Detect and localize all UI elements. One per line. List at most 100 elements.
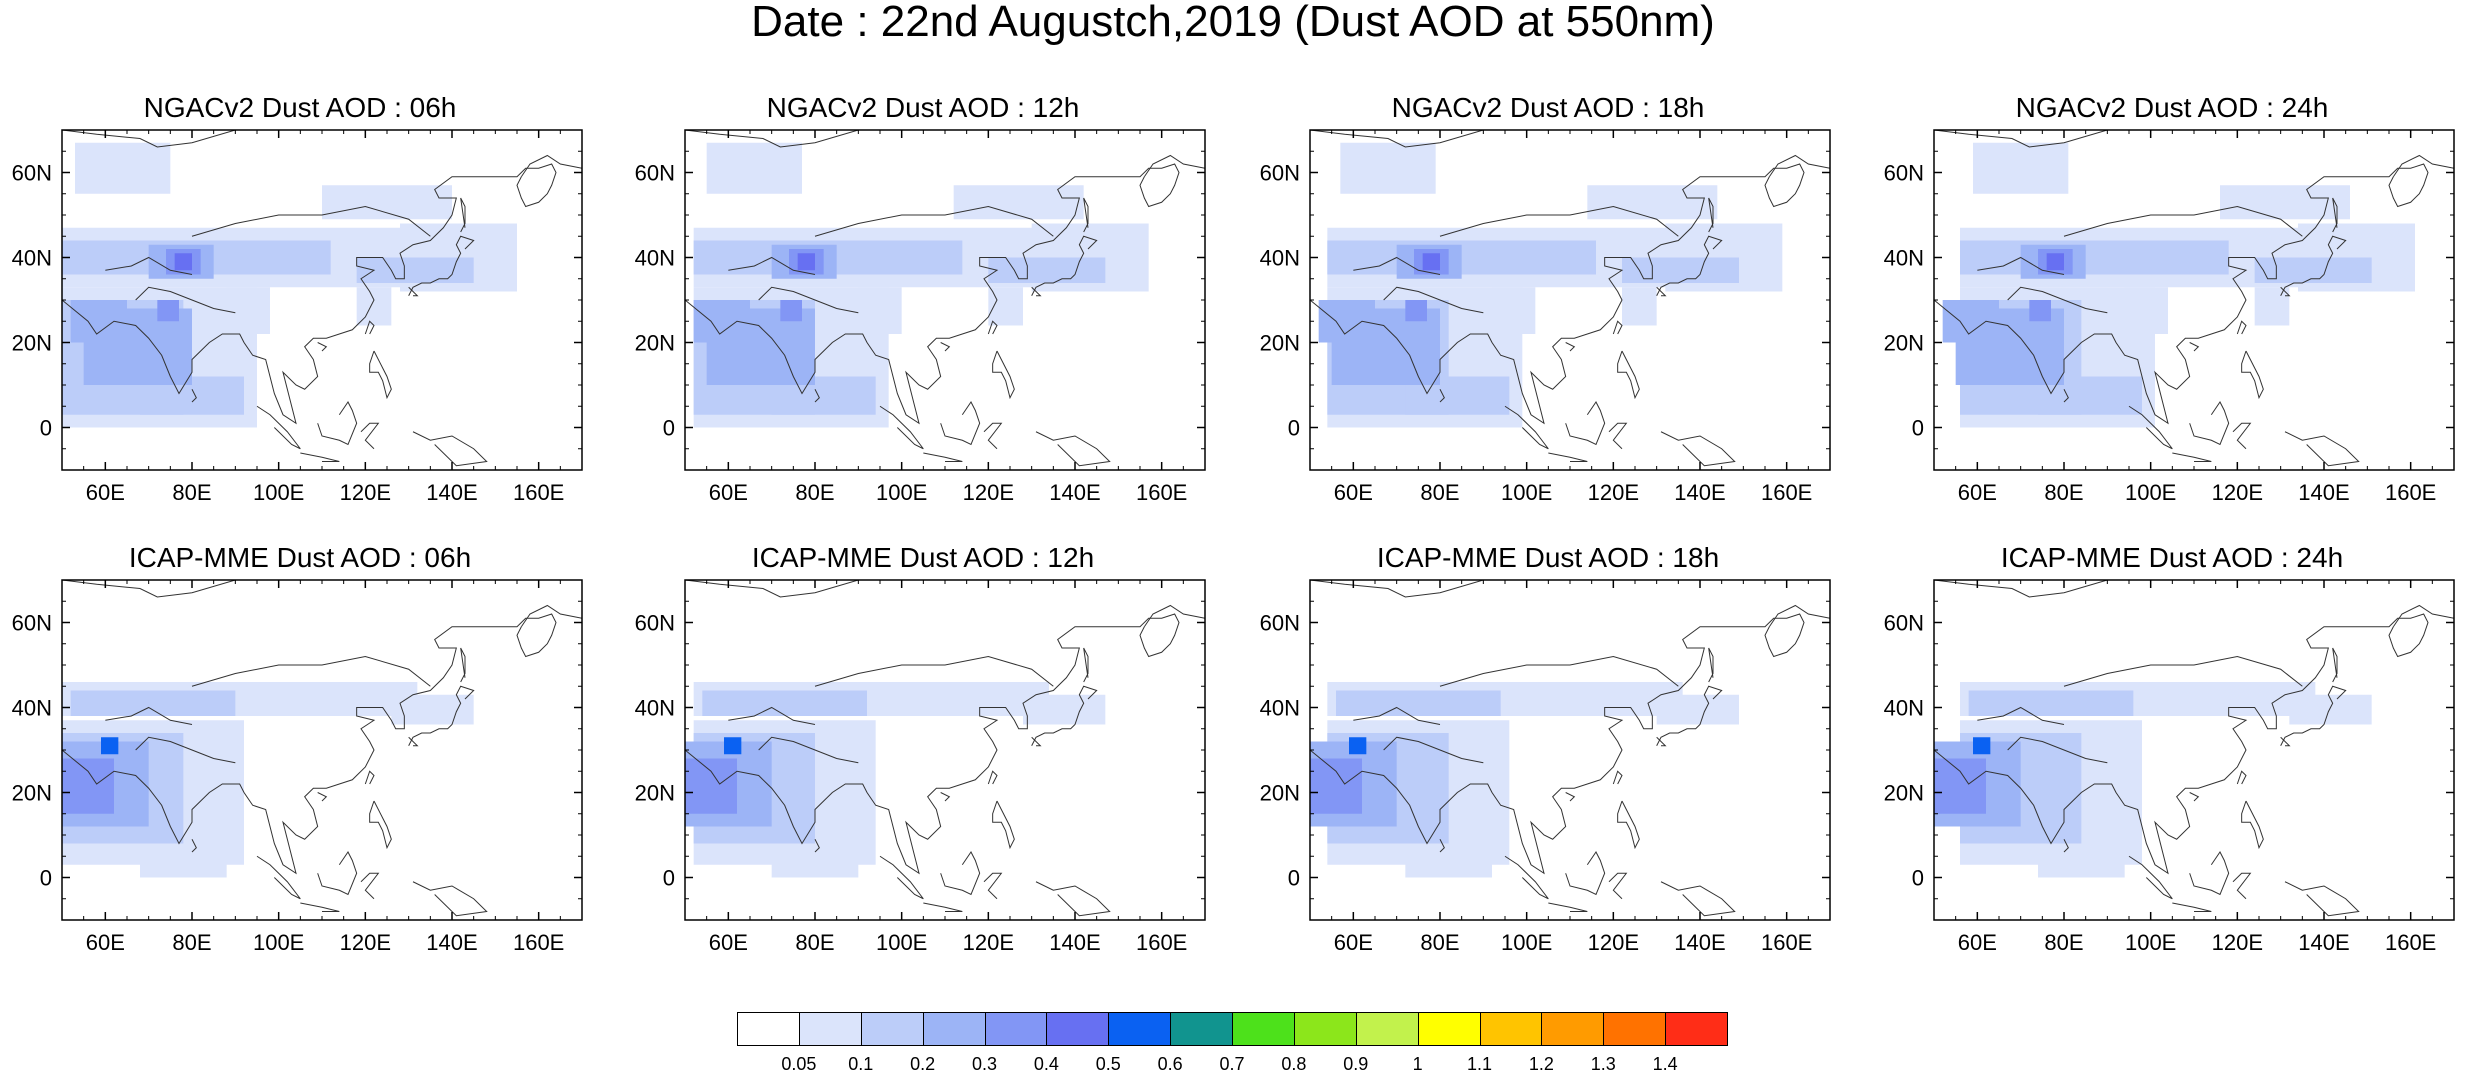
lon-tick-label: 120E bbox=[1588, 480, 1639, 505]
coastline bbox=[2189, 851, 2230, 896]
colorbar-label: 0.8 bbox=[1281, 1054, 1307, 1074]
coastline bbox=[2063, 655, 2303, 687]
coastline bbox=[2128, 405, 2173, 450]
panel-title: ICAP-MME Dust AOD : 18h bbox=[1376, 542, 1720, 573]
lon-tick-label: 140E bbox=[426, 930, 477, 955]
aod-patch bbox=[706, 142, 802, 194]
dust-aod-map: 60N 40N 20N 0 60E 80E 100E 120E 140E 160E bbox=[12, 579, 583, 955]
coastline bbox=[1548, 902, 1588, 912]
coastline bbox=[191, 205, 431, 237]
lat-tick-label: 0 bbox=[1288, 866, 1300, 891]
coastline bbox=[460, 197, 466, 233]
lat-tick-label: 20N bbox=[12, 781, 52, 806]
coastline bbox=[317, 792, 328, 802]
colorbar-swatch bbox=[1232, 1012, 1295, 1046]
coastline bbox=[685, 130, 859, 148]
map-panel-ngac-06: NGACv2 Dust AOD : 06h 60N 40N 20N 0 60E 80E 100… bbox=[0, 92, 600, 532]
coastline bbox=[2172, 902, 2212, 912]
coastline bbox=[1612, 320, 1623, 335]
lon-tick-label: 140E bbox=[1049, 480, 1100, 505]
lon-tick-label: 160E bbox=[2385, 480, 2436, 505]
coastline bbox=[1656, 736, 1667, 747]
lon-tick-label: 60E bbox=[1334, 930, 1373, 955]
coastline bbox=[1383, 736, 1484, 764]
lon-tick-label: 60E bbox=[1958, 930, 1997, 955]
coastline bbox=[1035, 431, 1111, 467]
aod-patch bbox=[1310, 758, 1362, 814]
coastline bbox=[1656, 685, 1723, 746]
coastline bbox=[1031, 286, 1042, 297]
aod-patch bbox=[724, 737, 742, 755]
lon-tick-label: 80E bbox=[2044, 480, 2083, 505]
lon-tick-label: 80E bbox=[1420, 930, 1459, 955]
lon-tick-label: 100E bbox=[253, 480, 304, 505]
lon-tick-label: 80E bbox=[172, 480, 211, 505]
lon-tick-label: 80E bbox=[172, 930, 211, 955]
coastline bbox=[940, 401, 981, 446]
coastline bbox=[408, 235, 475, 296]
coastline bbox=[1310, 580, 1484, 598]
lon-tick-label: 160E bbox=[513, 480, 564, 505]
lat-tick-label: 40N bbox=[635, 246, 675, 271]
coastline bbox=[2241, 800, 2264, 850]
aod-patch bbox=[693, 300, 750, 343]
lat-tick-label: 0 bbox=[1912, 416, 1924, 441]
map-panel-icap-18: ICAP-MME Dust AOD : 18h 60N 40N 20N 0 60E 80E 1… bbox=[1248, 542, 1848, 982]
lon-tick-label: 120E bbox=[963, 480, 1014, 505]
colorbar-swatch bbox=[1603, 1012, 1667, 1046]
coastline bbox=[1439, 655, 1679, 687]
coastline bbox=[728, 256, 816, 275]
aod-patch bbox=[1622, 257, 1739, 283]
aod-patch bbox=[953, 185, 1084, 220]
coastline bbox=[1143, 604, 1205, 628]
coastline bbox=[1383, 286, 1484, 314]
coastline bbox=[2284, 431, 2360, 467]
lat-tick-label: 20N bbox=[1884, 781, 1924, 806]
lat-tick-label: 20N bbox=[12, 331, 52, 356]
dust-field bbox=[62, 580, 582, 920]
colorbar-label: 1.1 bbox=[1466, 1054, 1493, 1074]
coastline bbox=[2280, 685, 2347, 746]
dust-field bbox=[685, 130, 1205, 470]
coastline bbox=[1977, 256, 2065, 275]
lon-tick-label: 100E bbox=[876, 930, 927, 955]
coastline bbox=[520, 154, 582, 178]
colorbar-swatch bbox=[1541, 1012, 1605, 1046]
aod-patch bbox=[1622, 287, 1657, 326]
colorbar-swatch bbox=[1046, 1012, 1110, 1046]
panel-title: ICAP-MME Dust AOD : 12h bbox=[751, 542, 1095, 573]
lat-tick-label: 60N bbox=[1260, 611, 1300, 636]
colorbar-label: 0.2 bbox=[910, 1054, 936, 1074]
coastline bbox=[1439, 839, 1445, 853]
coastline bbox=[2232, 872, 2252, 900]
colorbar-label: 0.9 bbox=[1343, 1054, 1369, 1074]
dust-aod-map: 60N 40N 20N 0 60E 80E 100E 120E 140E 160E bbox=[635, 129, 1206, 505]
lon-tick-label: 60E bbox=[709, 930, 748, 955]
aod-patch bbox=[2254, 287, 2290, 326]
coastline bbox=[983, 872, 1003, 900]
colorbar-label: 0.6 bbox=[1157, 1054, 1183, 1074]
dust-field bbox=[685, 580, 1205, 920]
coastline bbox=[1708, 197, 1714, 233]
aod-patch bbox=[1968, 690, 2134, 716]
dust-aod-map: 60N 40N 20N 0 60E 80E 100E 120E 140E 160E bbox=[1884, 579, 2455, 955]
aod-patch bbox=[1656, 694, 1739, 725]
lat-tick-label: 0 bbox=[1912, 866, 1924, 891]
coastline bbox=[1031, 736, 1042, 747]
lat-tick-label: 0 bbox=[40, 866, 52, 891]
colorbar-swatch bbox=[798, 1012, 862, 1046]
coastline bbox=[105, 256, 193, 275]
coastline bbox=[300, 902, 340, 912]
aod-patch bbox=[356, 257, 474, 283]
coastline bbox=[2392, 604, 2454, 628]
coastline bbox=[992, 350, 1015, 400]
coastline bbox=[2007, 286, 2108, 314]
coastline bbox=[1612, 770, 1623, 785]
coastline bbox=[685, 580, 859, 598]
lon-tick-label: 80E bbox=[2044, 930, 2083, 955]
lon-tick-label: 120E bbox=[340, 930, 391, 955]
map-panel-icap-24: ICAP-MME Dust AOD : 24h 60N 40N 20N 0 60E 80E 1… bbox=[1872, 542, 2466, 982]
lon-tick-label: 100E bbox=[876, 480, 927, 505]
coastline bbox=[1310, 130, 1484, 148]
lon-tick-label: 80E bbox=[795, 480, 834, 505]
